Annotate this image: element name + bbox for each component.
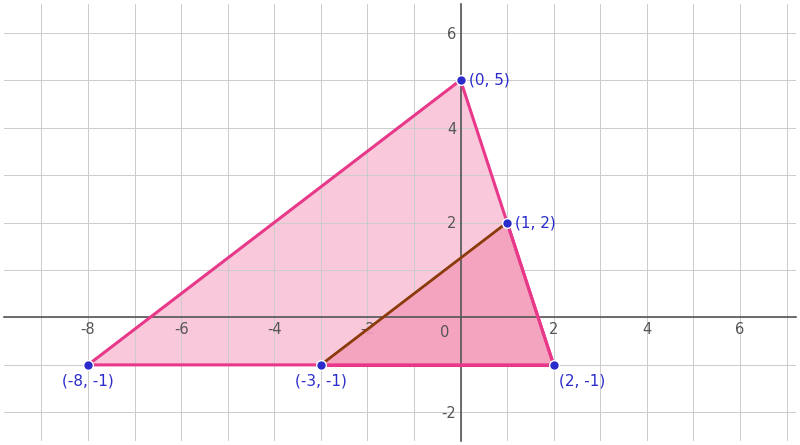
Polygon shape: [88, 80, 554, 365]
Text: 0: 0: [439, 324, 449, 340]
Polygon shape: [321, 222, 554, 365]
Text: (-3, -1): (-3, -1): [295, 373, 346, 388]
Text: (0, 5): (0, 5): [469, 73, 510, 88]
Text: (-8, -1): (-8, -1): [62, 373, 114, 388]
Text: (2, -1): (2, -1): [559, 373, 606, 388]
Text: (1, 2): (1, 2): [515, 215, 556, 230]
